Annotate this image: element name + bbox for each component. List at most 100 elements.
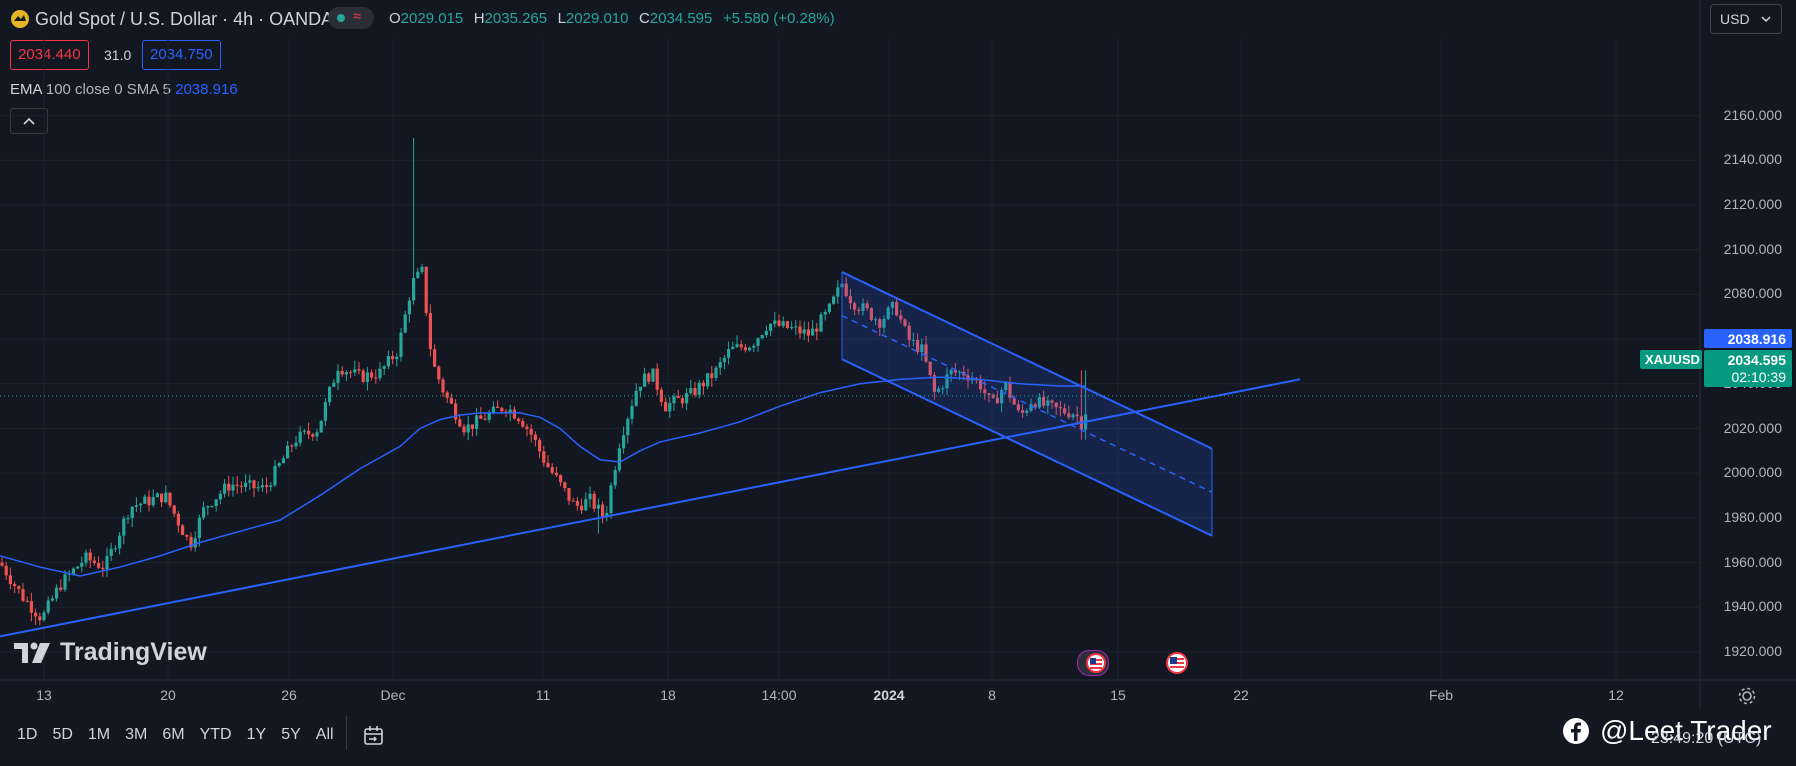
candle xyxy=(580,498,584,515)
candle xyxy=(1050,399,1054,410)
candle xyxy=(811,319,815,336)
candle-body xyxy=(1004,382,1008,391)
open-label: O xyxy=(389,10,401,27)
candle xyxy=(76,565,80,569)
ema-line[interactable] xyxy=(0,376,1085,577)
candle-body xyxy=(315,432,319,437)
candle-body xyxy=(701,382,705,387)
candle-body xyxy=(336,370,340,383)
range-button-1y[interactable]: 1Y xyxy=(246,726,267,743)
range-button-all[interactable]: All xyxy=(315,726,334,743)
candle xyxy=(8,567,12,590)
candle xyxy=(336,364,340,391)
candle-body xyxy=(697,382,701,395)
collapse-legend-button[interactable] xyxy=(10,108,48,134)
candle-body xyxy=(895,301,899,316)
candle-body xyxy=(731,346,735,350)
candle-body xyxy=(424,266,428,314)
candle-body xyxy=(50,598,54,601)
candle-body xyxy=(781,321,785,326)
range-button-1m[interactable]: 1M xyxy=(87,726,111,743)
channel-lower-line[interactable] xyxy=(841,358,1213,537)
candle-body xyxy=(794,326,798,328)
candle xyxy=(290,443,294,453)
symbol-tag-label: XAUUSD xyxy=(1645,352,1700,367)
candle-body xyxy=(836,287,840,297)
sell-price-button[interactable]: 2034.440 xyxy=(10,40,89,70)
candle xyxy=(168,492,172,508)
time-axis-label: 15 xyxy=(1110,687,1126,703)
currency-select[interactable]: USD xyxy=(1710,4,1782,34)
buy-price-button[interactable]: 2034.750 xyxy=(142,40,221,70)
candle xyxy=(819,312,823,333)
candle-body xyxy=(4,565,8,576)
candle-body xyxy=(197,517,201,539)
candle xyxy=(878,317,882,337)
candle xyxy=(63,570,67,592)
range-button-1d[interactable]: 1D xyxy=(17,726,38,743)
price-axis-label: 1920.000 xyxy=(1723,643,1782,659)
time-axis-label: Feb xyxy=(1428,687,1454,703)
candle xyxy=(176,511,180,533)
market-status-pill[interactable]: ≈ xyxy=(328,7,374,29)
candle xyxy=(613,466,617,489)
range-button-5y[interactable]: 5Y xyxy=(281,726,301,743)
candle xyxy=(626,416,630,444)
candle-body xyxy=(273,465,277,486)
channel-fill xyxy=(842,272,1212,536)
indicator-value: 2038.916 xyxy=(175,81,238,98)
candle-body xyxy=(71,568,75,574)
candle-body xyxy=(790,327,794,329)
candle xyxy=(911,332,915,347)
candle xyxy=(462,423,466,437)
candle xyxy=(269,482,273,492)
candle xyxy=(937,386,941,394)
candle-body xyxy=(651,368,655,382)
utc-clock[interactable]: 23:49:20 (UTC) xyxy=(1651,730,1762,747)
candle-body xyxy=(903,319,907,326)
candle xyxy=(420,263,424,275)
candle-body xyxy=(143,496,147,504)
candle-body xyxy=(147,496,151,506)
channel-upper-line[interactable] xyxy=(841,271,1213,450)
calendar-range-icon[interactable] xyxy=(362,724,386,748)
range-button-6m[interactable]: 6M xyxy=(162,726,185,743)
candle-body xyxy=(239,485,243,487)
candle xyxy=(596,498,600,534)
candle-body xyxy=(462,426,466,433)
range-button-5d[interactable]: 5D xyxy=(52,726,73,743)
candle xyxy=(101,560,105,577)
event-marker-group[interactable] xyxy=(1077,650,1109,676)
candle-body xyxy=(344,372,348,375)
candle xyxy=(496,400,500,408)
rising-trendline[interactable] xyxy=(0,378,1301,638)
range-button-3m[interactable]: 3M xyxy=(125,726,148,743)
candle-body xyxy=(84,552,88,563)
event-marker[interactable] xyxy=(1164,650,1190,676)
candle-body xyxy=(445,392,449,398)
candle xyxy=(559,474,563,487)
candle-body xyxy=(441,379,445,393)
time-axis[interactable]: 13 20 26 Dec 11 18 14:00 2024 8 15 22 Feb 12 xyxy=(0,682,1700,708)
candle xyxy=(403,310,407,334)
candle xyxy=(701,379,705,395)
candle-body xyxy=(521,421,525,427)
candle-body xyxy=(659,389,663,402)
candle xyxy=(231,476,235,497)
candle-body xyxy=(571,500,575,502)
symbol-title[interactable]: Gold Spot / U.S. Dollar · 4h · OANDA xyxy=(35,9,334,29)
candle-body xyxy=(374,377,378,379)
indicator-legend[interactable]: EMA 100 close 0 SMA 5 2038.916 xyxy=(10,81,238,98)
candle xyxy=(340,366,344,377)
candle-body xyxy=(8,575,12,585)
candle xyxy=(13,581,17,594)
candle-body xyxy=(323,402,327,421)
candle-body xyxy=(865,303,869,309)
candle xyxy=(693,381,697,398)
candle-body xyxy=(248,480,252,483)
range-button-ytd[interactable]: YTD xyxy=(199,726,232,743)
candle-body xyxy=(601,504,605,517)
candle xyxy=(143,494,147,504)
gear-icon[interactable] xyxy=(1737,686,1757,706)
